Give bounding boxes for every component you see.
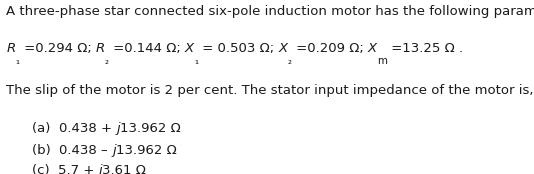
Text: 3.61 Ω: 3.61 Ω [103, 164, 146, 174]
Text: X: X [185, 42, 194, 55]
Text: j: j [112, 144, 116, 157]
Text: 13.962 Ω: 13.962 Ω [116, 144, 177, 157]
Text: =0.209 Ω;: =0.209 Ω; [292, 42, 368, 55]
Text: R: R [6, 42, 15, 55]
Text: =13.25 Ω .: =13.25 Ω . [387, 42, 463, 55]
Text: (b): (b) [32, 144, 59, 157]
Text: ₁: ₁ [15, 56, 20, 66]
Text: 5.7 +: 5.7 + [58, 164, 99, 174]
Text: = 0.503 Ω;: = 0.503 Ω; [198, 42, 279, 55]
Text: 0.438 +: 0.438 + [59, 122, 116, 135]
Text: j: j [99, 164, 103, 174]
Text: X: X [368, 42, 377, 55]
Text: (c): (c) [32, 164, 58, 174]
Text: R: R [96, 42, 105, 55]
Text: X: X [279, 42, 288, 55]
Text: =0.294 Ω;: =0.294 Ω; [20, 42, 96, 55]
Text: 13.962 Ω: 13.962 Ω [120, 122, 180, 135]
Text: 0.438 –: 0.438 – [59, 144, 112, 157]
Text: ₂: ₂ [288, 56, 292, 66]
Text: A three-phase star connected six-pole induction motor has the following paramete: A three-phase star connected six-pole in… [6, 5, 534, 18]
Text: ₁: ₁ [194, 56, 198, 66]
Text: The slip of the motor is 2 per cent. The stator input impedance of the motor is,: The slip of the motor is 2 per cent. The… [6, 84, 534, 97]
Text: ₂: ₂ [105, 56, 109, 66]
Text: j: j [116, 122, 120, 135]
Text: =0.144 Ω;: =0.144 Ω; [109, 42, 185, 55]
Text: m: m [377, 56, 387, 66]
Text: (a): (a) [32, 122, 59, 135]
